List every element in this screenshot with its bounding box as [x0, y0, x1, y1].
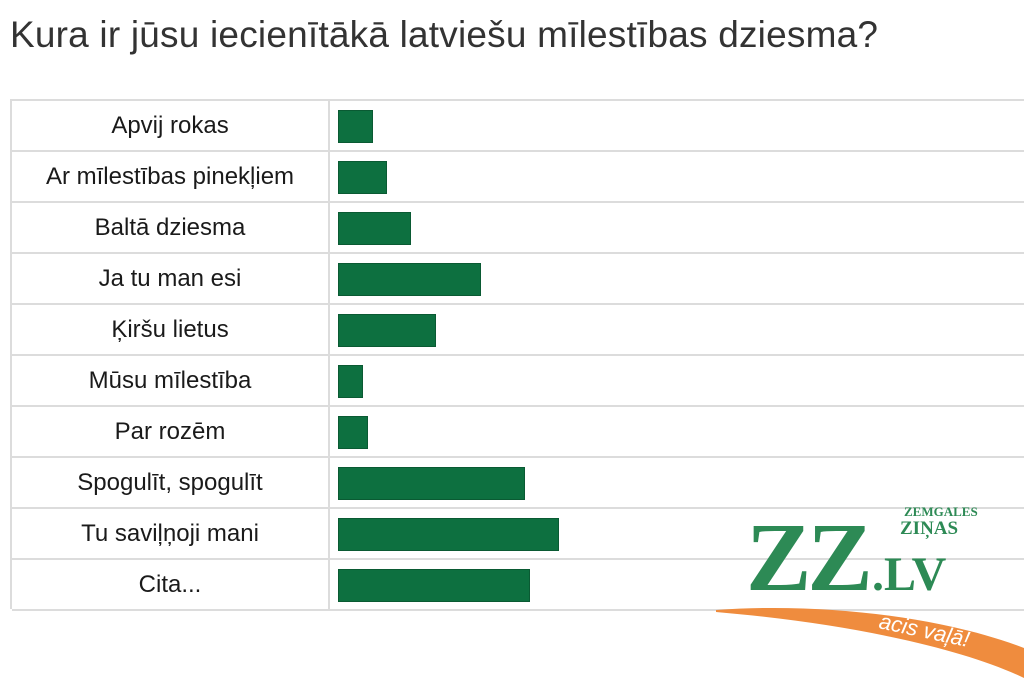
bar — [338, 161, 387, 194]
zemgales-zinas-logo: ZZ ZEMGALES ZIŅAS .LV acis vaļā! — [716, 504, 1024, 678]
table-row: Mūsu mīlestība — [12, 356, 1024, 407]
logo-domain: .LV — [872, 548, 947, 601]
table-row: Ar mīlestības pinekļiem — [12, 152, 1024, 203]
category-label: Cita... — [12, 560, 330, 609]
bar — [338, 467, 525, 500]
bar — [338, 212, 411, 245]
table-row: Apvij rokas — [12, 101, 1024, 152]
table-row: Ķiršu lietus — [12, 305, 1024, 356]
logo-swoosh — [716, 607, 1024, 678]
table-row: Par rozēm — [12, 407, 1024, 458]
category-label: Baltā dziesma — [12, 203, 330, 252]
logo-top-text-2: ZIŅAS — [900, 518, 958, 539]
category-label: Ja tu man esi — [12, 254, 330, 303]
category-label: Ar mīlestības pinekļiem — [12, 152, 330, 201]
bar-chart: Apvij rokas Ar mīlestības pinekļiem Baltā … — [10, 99, 1024, 611]
category-label: Par rozēm — [12, 407, 330, 456]
bar — [338, 314, 436, 347]
category-label: Spogulīt, spogulīt — [12, 458, 330, 507]
bar — [338, 110, 373, 143]
table-row: Cita... — [12, 560, 1024, 611]
category-label: Mūsu mīlestība — [12, 356, 330, 405]
category-label: Ķiršu lietus — [12, 305, 330, 354]
category-label: Tu saviļņoji mani — [12, 509, 330, 558]
table-row: Ja tu man esi — [12, 254, 1024, 305]
bar — [338, 569, 530, 602]
logo-zz-letters: ZZ — [746, 504, 869, 612]
logo-top-text-1: ZEMGALES — [904, 504, 978, 519]
table-row: Spogulīt, spogulīt — [12, 458, 1024, 509]
table-row: Baltā dziesma — [12, 203, 1024, 254]
bar — [338, 365, 363, 398]
bar — [338, 263, 481, 296]
table-row: Tu saviļņoji mani — [12, 509, 1024, 560]
bar — [338, 518, 559, 551]
logo-slogan: acis vaļā! — [877, 608, 972, 652]
chart-title: Kura ir jūsu iecienītākā latviešu mīlest… — [10, 14, 879, 55]
bar — [338, 416, 368, 449]
category-label: Apvij rokas — [12, 101, 330, 150]
